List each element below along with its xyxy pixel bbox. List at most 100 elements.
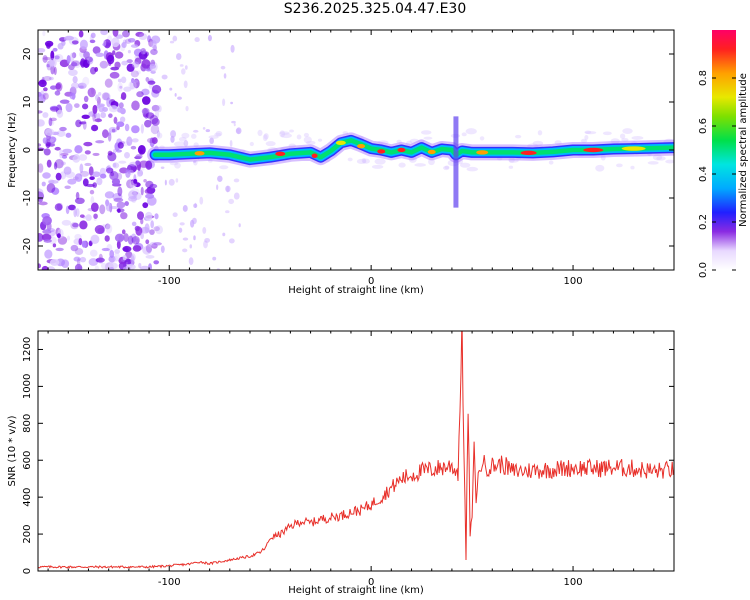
- noise-speck: [131, 125, 140, 134]
- noise-speck: [124, 258, 132, 265]
- noise-speck: [127, 235, 134, 245]
- noise-speck: [72, 222, 79, 228]
- noise-speck: [82, 178, 89, 187]
- colorbar-tick-label: 0.0: [698, 262, 709, 278]
- noise-speck: [49, 259, 60, 266]
- noise-speck: [144, 188, 152, 194]
- noise-speck: [117, 78, 122, 83]
- noise-speck: [104, 223, 111, 230]
- noise-speck: [78, 30, 84, 38]
- noise-speck: [420, 130, 432, 135]
- noise-speck: [144, 211, 153, 222]
- noise-speck: [347, 157, 353, 162]
- noise-speck: [42, 30, 46, 37]
- noise-speck: [49, 138, 55, 147]
- noise-speck: [100, 30, 109, 36]
- noise-speck: [182, 237, 189, 241]
- noise-speck: [68, 69, 78, 76]
- noise-speck: [461, 132, 467, 137]
- noise-speck: [122, 254, 127, 261]
- noise-speck: [46, 183, 56, 193]
- noise-speck: [95, 140, 105, 144]
- noise-speck: [151, 84, 162, 94]
- noise-speck: [289, 129, 294, 133]
- noise-speck: [130, 44, 139, 48]
- colorbar-tick-label: 0.4: [698, 166, 709, 182]
- noise-speck: [145, 254, 155, 259]
- snr-y-tick-label: 0: [22, 568, 33, 574]
- ridge-inner: [152, 138, 674, 162]
- noise-speck: [109, 71, 120, 79]
- noise-speck: [42, 216, 52, 226]
- noise-speck: [105, 167, 114, 174]
- noise-speck: [57, 42, 64, 50]
- noise-speck: [117, 208, 121, 213]
- noise-speck: [145, 77, 150, 82]
- noise-speck: [145, 180, 154, 189]
- noise-speck: [90, 196, 95, 205]
- noise-speck: [114, 233, 125, 243]
- noise-speck: [93, 213, 98, 219]
- noise-speck: [41, 233, 52, 241]
- noise-speck: [140, 218, 144, 225]
- noise-speck: [120, 212, 128, 220]
- noise-speck: [113, 197, 124, 203]
- spectrogram-y-tick-label: 0: [22, 147, 33, 153]
- colorbar-tick-label: 0.6: [698, 118, 709, 134]
- noise-speck: [113, 255, 118, 262]
- noise-speck: [172, 35, 178, 42]
- spectrogram-x-tick-label: -100: [158, 276, 181, 287]
- noise-speck: [101, 92, 110, 101]
- noise-speck: [153, 260, 160, 265]
- noise-speck: [72, 75, 78, 84]
- noise-speck: [60, 152, 69, 156]
- ridge-hotspot: [194, 151, 205, 156]
- noise-speck: [71, 82, 80, 89]
- noise-speck: [131, 138, 139, 143]
- colorbar-tick-label: 0.8: [698, 70, 709, 86]
- noise-speck: [147, 35, 152, 43]
- noise-speck: [49, 105, 60, 111]
- noise-speck: [228, 198, 235, 205]
- noise-speck: [616, 163, 623, 168]
- noise-speck: [50, 106, 60, 112]
- noise-speck: [81, 240, 87, 248]
- noise-speck: [215, 130, 223, 137]
- noise-speck: [136, 91, 144, 98]
- noise-speck: [128, 190, 138, 200]
- noise-speck: [647, 161, 659, 165]
- noise-speck: [131, 236, 140, 245]
- noise-speck: [228, 238, 235, 244]
- noise-speck: [123, 86, 132, 92]
- noise-speck: [41, 265, 49, 270]
- noise-speck: [78, 154, 88, 161]
- noise-speck: [110, 172, 115, 177]
- noise-speck: [43, 76, 52, 81]
- noise-speck: [48, 117, 53, 127]
- noise-speck: [83, 51, 90, 59]
- noise-speck: [548, 160, 554, 165]
- noise-speck: [172, 212, 178, 218]
- noise-speck: [175, 178, 179, 183]
- noise-speck: [89, 66, 97, 75]
- noise-speck: [70, 244, 79, 252]
- spectrogram-y-label: Frequency (Hz): [7, 112, 18, 188]
- noise-speck: [62, 148, 73, 154]
- noise-speck: [74, 197, 85, 205]
- noise-speck: [43, 148, 51, 156]
- noise-speck: [141, 88, 150, 96]
- noise-speck: [54, 203, 63, 211]
- noise-speck: [149, 64, 157, 69]
- noise-speck: [279, 131, 290, 135]
- noise-speck: [71, 40, 79, 45]
- noise-speck: [156, 130, 161, 138]
- colorbar: 0.0 0.2 0.4 0.6 0.8 Normalized spectral ampl…: [698, 30, 749, 278]
- snr-y-axis: 0 200 400 600 800 1000 1200: [22, 337, 674, 574]
- noise-speck: [362, 158, 370, 164]
- noise-speck: [74, 145, 83, 154]
- noise-speck: [580, 138, 588, 143]
- noise-speck: [303, 132, 309, 138]
- noise-speck: [202, 226, 207, 234]
- noise-speck: [225, 185, 231, 193]
- noise-speck: [168, 178, 175, 186]
